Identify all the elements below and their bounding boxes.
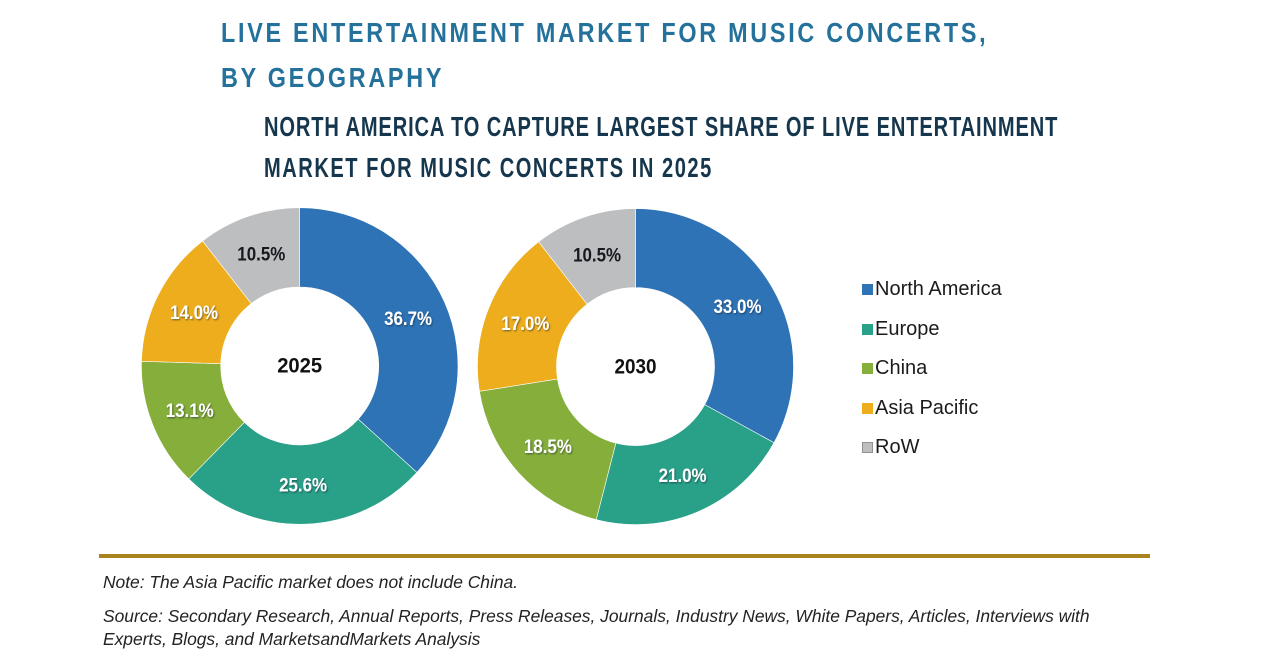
svg-text:25.6%: 25.6% [279, 475, 327, 496]
svg-text:14.0%: 14.0% [170, 303, 218, 324]
svg-text:17.0%: 17.0% [501, 314, 549, 335]
svg-text:33.0%: 33.0% [714, 297, 762, 318]
svg-text:2025: 2025 [277, 354, 322, 378]
svg-text:13.1%: 13.1% [166, 401, 214, 422]
svg-text:10.5%: 10.5% [573, 245, 621, 266]
svg-text:10.5%: 10.5% [237, 245, 285, 266]
svg-text:2030: 2030 [615, 354, 657, 378]
svg-text:36.7%: 36.7% [384, 309, 432, 330]
svg-text:21.0%: 21.0% [659, 466, 707, 487]
svg-text:18.5%: 18.5% [524, 437, 572, 458]
